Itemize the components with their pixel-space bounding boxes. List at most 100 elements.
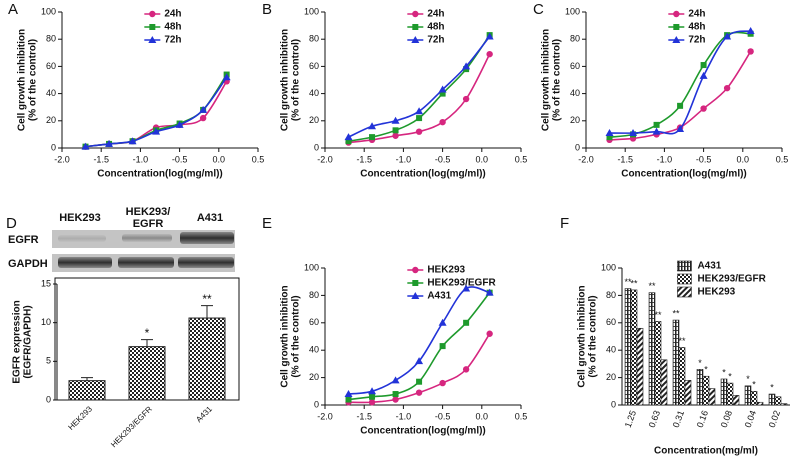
marker xyxy=(345,396,352,403)
significance: * xyxy=(770,382,774,392)
marker xyxy=(81,142,90,150)
marker xyxy=(344,133,353,141)
x-tick-label: -1.5 xyxy=(356,411,372,421)
x-tick-label: -1.5 xyxy=(617,154,633,164)
legend-marker xyxy=(672,36,681,43)
x-tick-label: -2.0 xyxy=(578,154,594,164)
y-axis-label: (% of the control) xyxy=(552,39,563,121)
y-tick-label: 60 xyxy=(46,61,56,71)
y-tick-label: 0 xyxy=(575,142,580,152)
significance: ** xyxy=(648,281,656,291)
blot-lane-label: EGFR xyxy=(133,218,164,230)
y-tick-label: 100 xyxy=(304,6,319,16)
bar xyxy=(702,375,710,406)
marker xyxy=(439,343,446,350)
y-tick-label: 20 xyxy=(570,115,580,125)
y-tick-label: 0 xyxy=(314,142,319,152)
legend-marker xyxy=(148,36,157,43)
significance: * xyxy=(746,374,750,384)
y-tick-label: 60 xyxy=(570,61,580,71)
y-tick-label: 60 xyxy=(606,317,616,327)
y-tick-label: 20 xyxy=(46,115,56,125)
blot xyxy=(52,230,235,272)
marker xyxy=(392,132,399,139)
y-tick-label: 80 xyxy=(46,34,56,44)
y-tick-label: 40 xyxy=(46,88,56,98)
y-tick-label: 40 xyxy=(606,345,616,355)
legend-label: A431 xyxy=(427,291,451,302)
y-tick-label: 40 xyxy=(309,345,319,355)
y-tick-label: 100 xyxy=(565,6,580,16)
marker xyxy=(439,118,446,126)
marker xyxy=(653,121,660,128)
legend-swatch xyxy=(677,286,692,298)
legend-marker xyxy=(673,10,680,18)
legend-marker xyxy=(673,24,680,30)
x-tick-label: -2.0 xyxy=(54,154,70,164)
legend-label: HEK293 xyxy=(697,287,735,298)
marker xyxy=(486,330,493,337)
marker xyxy=(199,105,208,113)
error-bar xyxy=(201,305,213,319)
marker xyxy=(128,137,137,145)
panel-letter: A xyxy=(8,1,18,18)
blot-band xyxy=(118,257,174,268)
x-tick-label: 0.63 xyxy=(647,409,662,429)
bar xyxy=(744,385,752,406)
x-tick-label: -1.0 xyxy=(396,154,412,164)
y-tick-label: 100 xyxy=(601,262,616,272)
y-tick-label: 0 xyxy=(314,399,319,409)
y-tick-label: 40 xyxy=(570,88,580,98)
x-tick-label: -1.5 xyxy=(93,154,109,164)
x-tick-label: 0.0 xyxy=(737,154,750,164)
marker xyxy=(416,378,423,385)
marker xyxy=(415,128,423,135)
significance: ** xyxy=(202,292,212,306)
legend-label: A431 xyxy=(697,261,721,272)
blot-band xyxy=(122,234,172,242)
legend-label: 24h xyxy=(427,9,444,20)
marker xyxy=(369,393,376,400)
y-tick-label: 20 xyxy=(606,372,616,382)
bar xyxy=(696,369,704,406)
marker xyxy=(723,32,732,40)
panel-letter: E xyxy=(262,215,272,232)
legend-label: HEK293/EGFR xyxy=(697,274,766,285)
legend-label: 72h xyxy=(427,35,444,46)
marker xyxy=(629,129,638,137)
bar xyxy=(624,288,632,406)
blot-band xyxy=(58,235,106,242)
y-tick-label: 20 xyxy=(309,115,319,125)
y-axis-label: EGFR expression xyxy=(12,300,23,383)
marker xyxy=(369,134,376,141)
y-tick-label: 10 xyxy=(41,317,51,327)
marker xyxy=(462,62,471,70)
x-tick-label: 0.5 xyxy=(515,154,528,164)
significance: * xyxy=(145,326,150,340)
y-tick-label: 15 xyxy=(41,278,51,288)
error-bar xyxy=(141,339,153,347)
x-tick-label: 0.5 xyxy=(515,411,528,421)
marker xyxy=(344,390,353,398)
x-tick-label: -0.5 xyxy=(172,154,188,164)
y-tick-label: 100 xyxy=(41,6,56,16)
marker xyxy=(463,319,470,326)
marker xyxy=(486,50,493,58)
legend-marker xyxy=(412,10,419,18)
legend-label: 48h xyxy=(164,22,181,33)
y-axis-label: (% of the control) xyxy=(291,295,302,377)
marker xyxy=(723,84,731,92)
marker xyxy=(747,48,754,55)
legend-marker xyxy=(412,24,419,30)
fit-curve xyxy=(348,286,490,395)
bar xyxy=(708,388,716,406)
x-tick-label: 0.0 xyxy=(476,154,489,164)
blot-lane-label: HEK293/ xyxy=(126,206,171,218)
y-tick-label: 80 xyxy=(309,34,319,44)
x-tick-label: -0.5 xyxy=(435,411,451,421)
x-axis-label: Concentration(log(mg/ml)) xyxy=(97,169,223,180)
legend-label: 48h xyxy=(688,22,705,33)
y-tick-label: 0 xyxy=(611,399,616,409)
fit-curve xyxy=(348,34,491,142)
y-tick-label: 0 xyxy=(51,142,56,152)
